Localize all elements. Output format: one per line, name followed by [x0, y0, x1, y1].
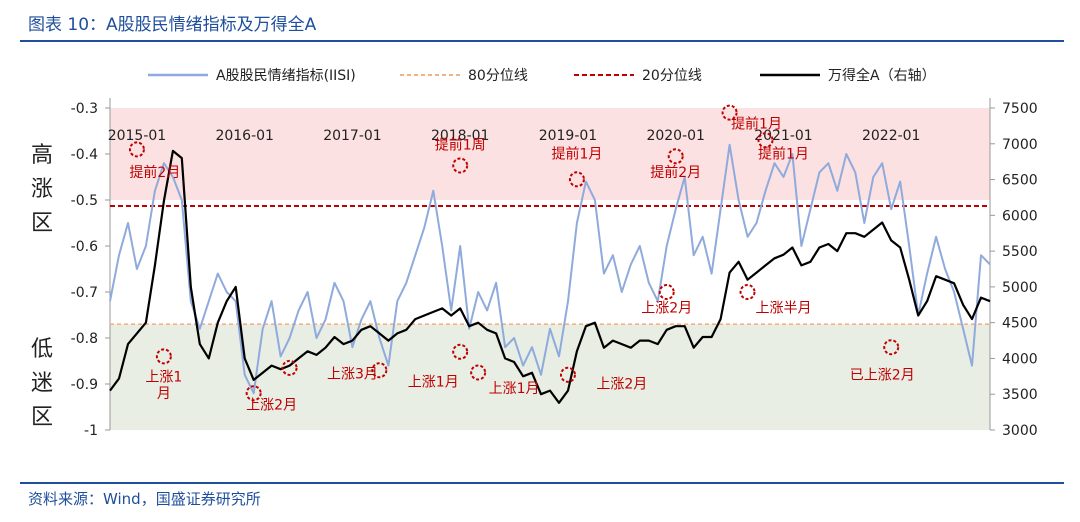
left-tick-label: -0.7	[71, 285, 98, 301]
low-zone-label-char: 迷	[31, 371, 53, 396]
x-tick-label: 2022-01	[862, 128, 921, 144]
annotation-circle	[155, 348, 172, 365]
legend-wind-a-label: 万得全A（右轴）	[828, 67, 936, 84]
annotation-label: 提前1月	[758, 146, 809, 163]
annotation-circle	[371, 362, 388, 379]
annotation-label: 上涨1	[145, 370, 182, 386]
annotation-circle	[245, 385, 262, 402]
low-zone-label-char: 区	[31, 405, 53, 430]
right-tick-label: 7000	[1002, 137, 1038, 153]
high-zone-label-char: 涨	[31, 177, 53, 202]
high-zone-band	[110, 108, 990, 200]
x-tick-label: 2020-01	[646, 128, 705, 144]
annotation-label: 提前2月	[129, 164, 180, 181]
annotation-label: 上涨半月	[755, 301, 811, 317]
x-tick-label: 2018-01	[431, 128, 490, 144]
annotation-label: 上涨1月	[489, 381, 540, 397]
annotation-circle	[470, 364, 487, 381]
source-note: 资料来源：Wind，国盛证券研究所	[28, 490, 261, 508]
left-tick-label: -0.8	[71, 331, 98, 347]
annotation-label: 上涨1月	[408, 374, 459, 390]
annotation-label: 提前1月	[551, 146, 602, 163]
annotation-label: 上涨3月	[327, 366, 378, 382]
right-tick-label: 3000	[1002, 423, 1038, 439]
annotation-label: 提前1月	[731, 116, 782, 133]
x-tick-label: 2016-01	[215, 128, 274, 144]
annotation-circle	[568, 171, 585, 188]
left-tick-label: -0.4	[71, 147, 98, 163]
x-tick-label: 2019-01	[539, 128, 598, 144]
legend-80-label: 80分位线	[468, 68, 528, 84]
left-tick-label: -1	[84, 423, 98, 439]
annotation-circle	[757, 132, 774, 149]
annotation-circle	[667, 148, 684, 165]
high-zone-label-char: 高	[31, 143, 53, 168]
annotation-label: 已上涨2月	[850, 367, 915, 383]
annotation-label: 上涨2月	[596, 377, 647, 393]
right-tick-label: 3500	[1002, 387, 1038, 403]
x-tick-label: 2021-01	[754, 128, 813, 144]
left-tick-label: -0.6	[71, 239, 98, 255]
annotation-label: 上涨2月	[246, 397, 297, 413]
annotation-label: 提前1周	[435, 136, 486, 153]
annotation-circle	[883, 339, 900, 356]
left-tick-label: -0.9	[71, 377, 98, 393]
annotation-circle	[739, 284, 756, 300]
right-tick-label: 6500	[1002, 173, 1038, 189]
annotation-circle	[452, 157, 469, 174]
right-tick-label: 7500	[1002, 101, 1038, 117]
iisi-series-line	[109, 143, 991, 395]
left-tick-label: -0.3	[71, 101, 98, 117]
annotation-circle	[559, 366, 576, 383]
footer-rule	[20, 482, 1064, 484]
figure-title: 图表 10：A股股民情绪指标及万得全A	[28, 15, 317, 35]
high-zone-label-char: 区	[31, 211, 53, 236]
right-tick-label: 5500	[1002, 244, 1038, 260]
header-rule	[20, 40, 1064, 42]
annotation-circle	[452, 343, 469, 360]
chart-svg: 高涨区低迷区-1-0.9-0.8-0.7-0.6-0.5-0.4-0.33000…	[31, 67, 1038, 439]
annotation-label: 上涨2月	[641, 301, 692, 317]
right-tick-label: 4000	[1002, 351, 1038, 367]
annotation-label: 提前2月	[650, 164, 701, 181]
legend-iisi-label: A股股民情绪指标(IISI)	[216, 68, 356, 84]
wind-a-series-line	[109, 149, 991, 404]
figure-header: 图表 10：A股股民情绪指标及万得全A	[0, 0, 1080, 42]
annotation-circle	[721, 104, 738, 121]
annotation-circle	[658, 284, 675, 300]
annotation-circle	[281, 359, 298, 376]
right-tick-label: 6000	[1002, 208, 1038, 224]
left-tick-label: -0.5	[71, 193, 98, 209]
legend-20-label: 20分位线	[642, 68, 702, 84]
right-tick-label: 5000	[1002, 280, 1038, 296]
low-zone-label-char: 低	[31, 337, 53, 362]
x-tick-label: 2015-01	[108, 128, 167, 144]
x-tick-label: 2017-01	[323, 128, 382, 144]
right-tick-label: 4500	[1002, 316, 1038, 332]
annotation-label: 月	[157, 386, 171, 402]
